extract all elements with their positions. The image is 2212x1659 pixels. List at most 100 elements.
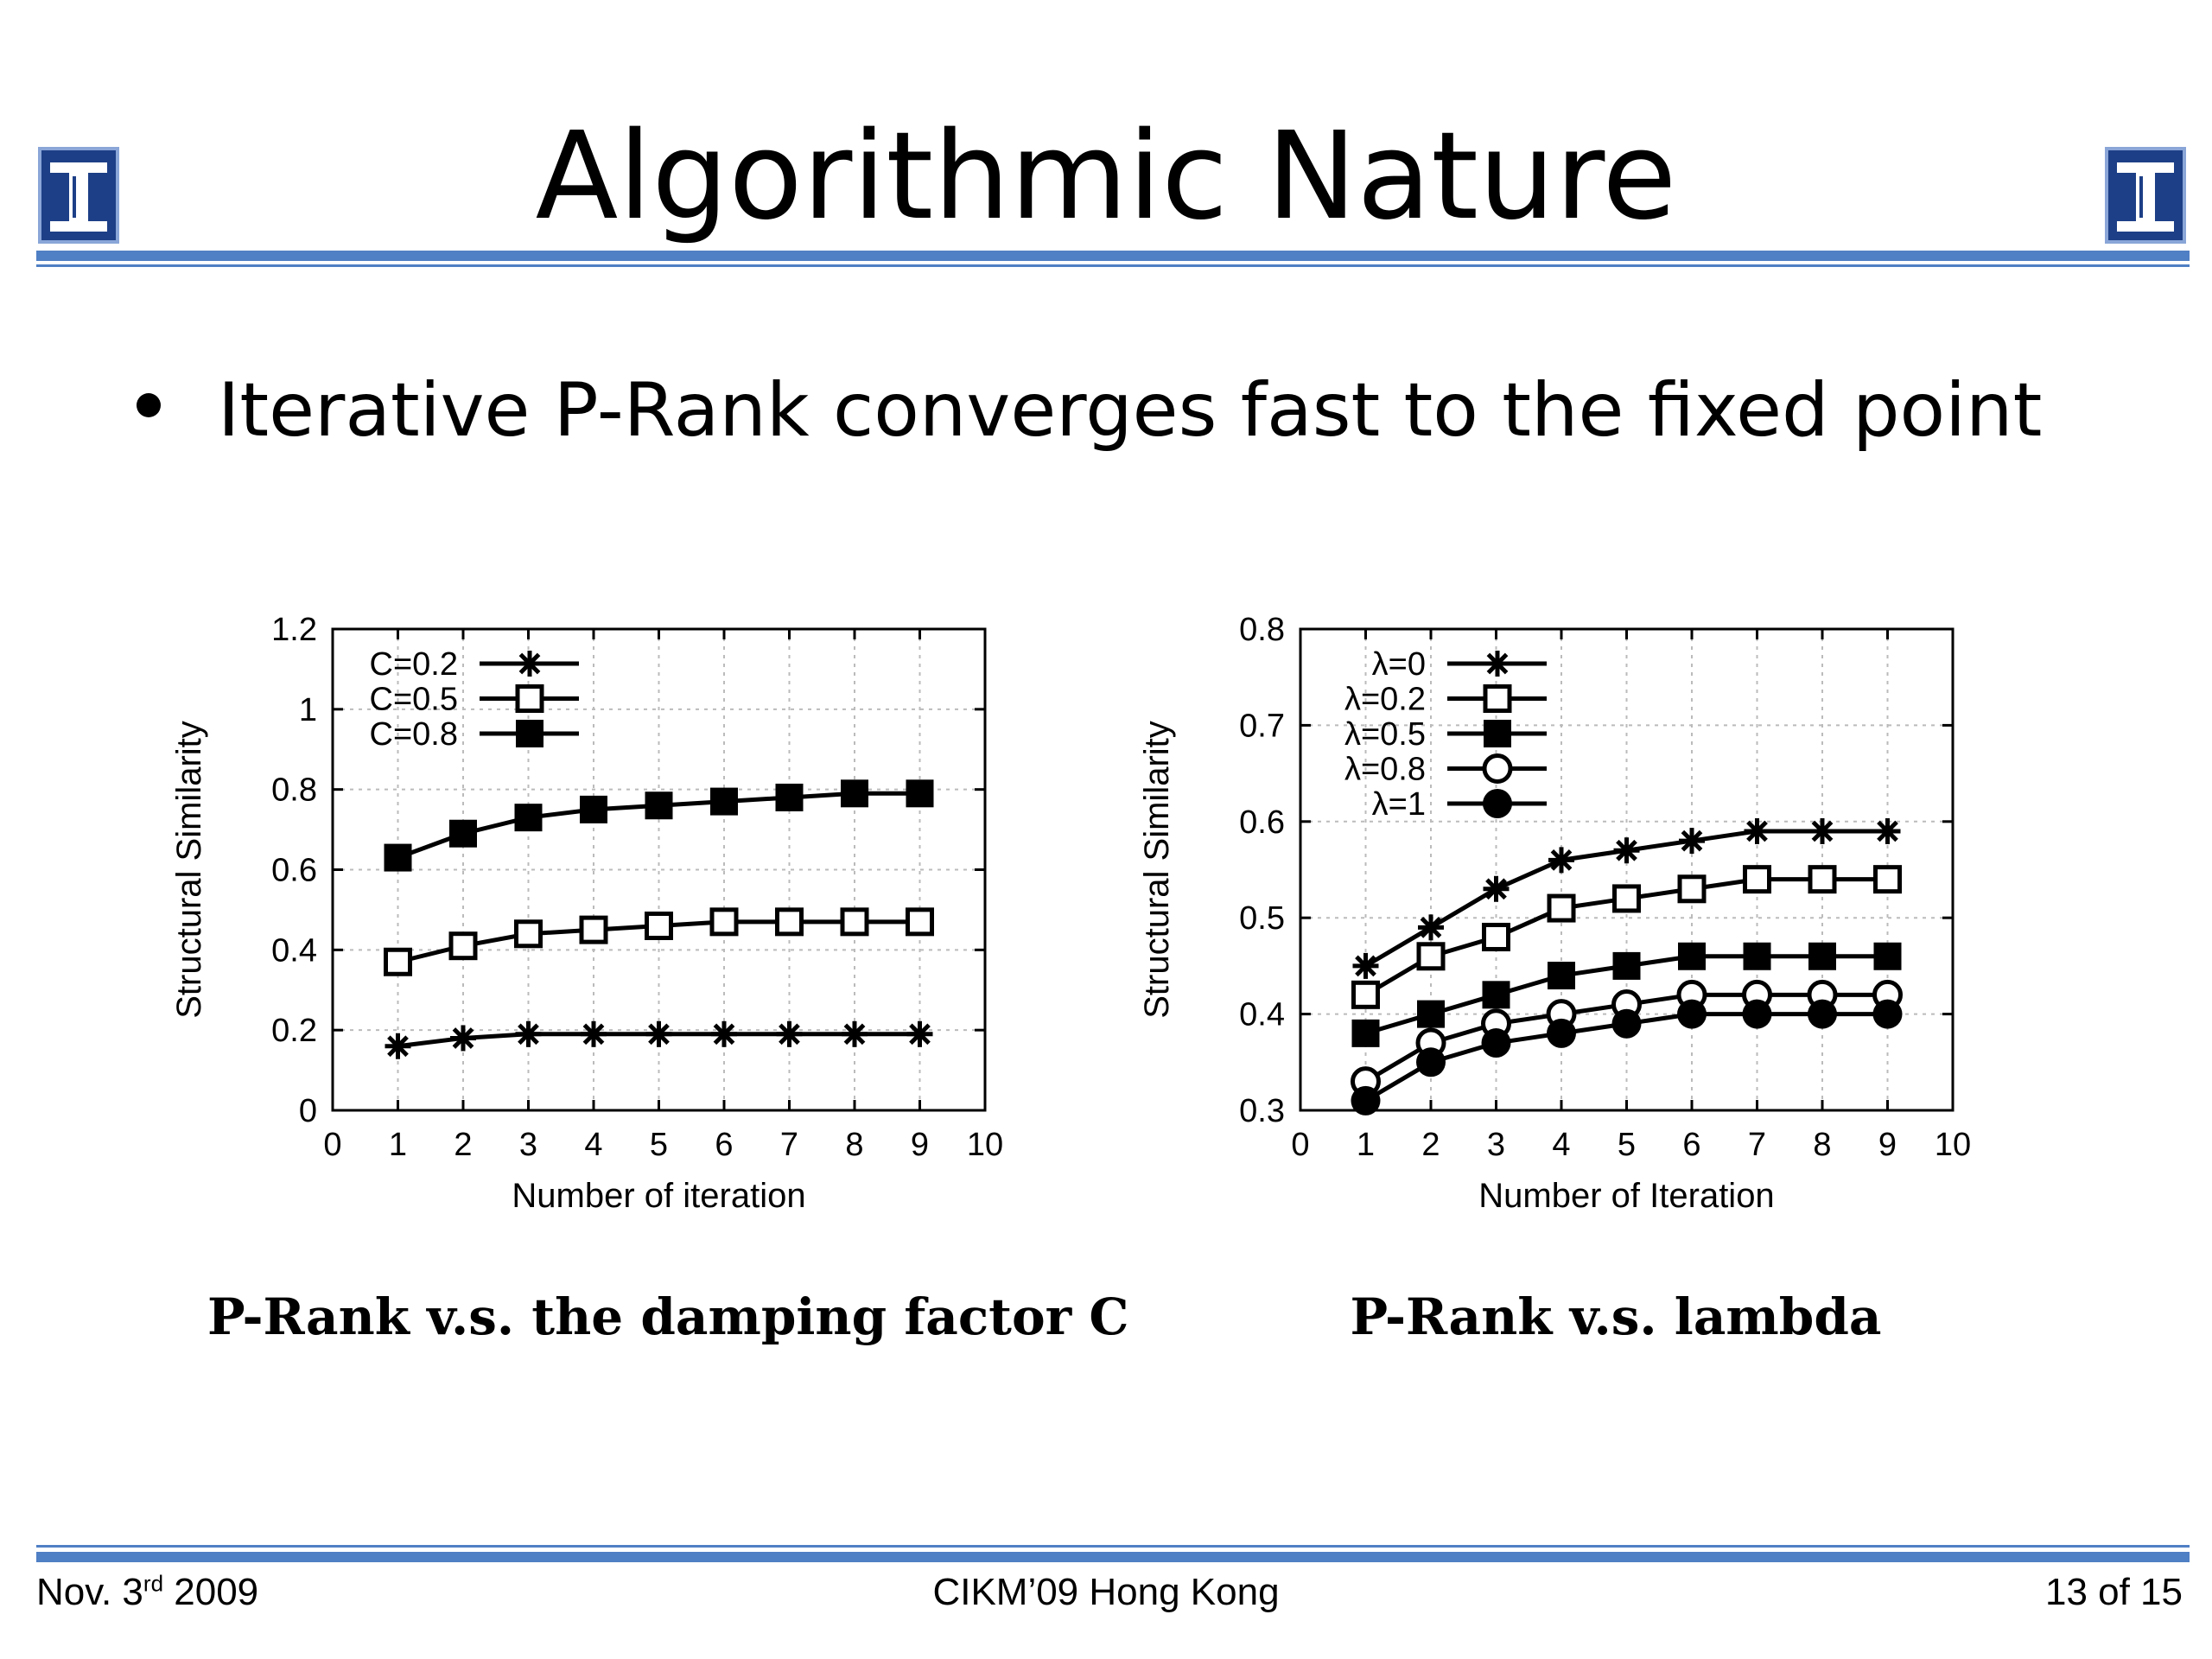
x-tick-label: 10 xyxy=(1935,1127,1971,1163)
data-point xyxy=(450,1025,476,1052)
data-point xyxy=(579,915,608,944)
data-point xyxy=(1418,914,1444,941)
y-tick-label: 1 xyxy=(299,692,317,728)
legend-label: λ=0.8 xyxy=(1344,752,1426,788)
y-tick-label: 0.3 xyxy=(1239,1093,1285,1129)
x-tick-label: 2 xyxy=(1421,1127,1440,1163)
data-point xyxy=(645,791,673,820)
slide-title: Algorithmic Nature xyxy=(535,106,1677,247)
data-point xyxy=(1613,837,1640,864)
legend-marker xyxy=(1484,720,1511,747)
x-tick-label: 7 xyxy=(1748,1127,1766,1163)
x-axis-label: Number of iteration xyxy=(512,1177,805,1215)
header-rule xyxy=(36,251,2190,261)
data-point xyxy=(1677,999,1707,1029)
legend-label: C=0.8 xyxy=(370,716,458,753)
data-point xyxy=(1547,1018,1576,1048)
data-point xyxy=(514,804,543,832)
university-logo-left xyxy=(38,147,119,244)
data-point xyxy=(1808,942,1836,970)
x-tick-label: 1 xyxy=(389,1127,407,1163)
y-axis-label: Structural Similarity xyxy=(170,721,208,1019)
footer-venue: CIKM’09 Hong Kong xyxy=(932,1571,1280,1613)
legend-marker xyxy=(1484,651,1510,677)
data-point xyxy=(1809,817,1835,844)
x-tick-label: 4 xyxy=(1552,1127,1570,1163)
data-point xyxy=(1679,828,1705,855)
x-tick-label: 8 xyxy=(845,1127,863,1163)
data-point xyxy=(1612,884,1641,913)
data-point xyxy=(645,1020,672,1047)
data-point xyxy=(1874,817,1901,844)
footer-date-prefix: Nov. 3 xyxy=(36,1571,143,1613)
footer-date-suffix: 2009 xyxy=(163,1571,259,1613)
legend-marker xyxy=(1482,753,1513,784)
data-point xyxy=(1873,865,1902,894)
y-tick-label: 0 xyxy=(299,1093,317,1129)
chart-caption-damping: P-Rank v.s. the damping factor C xyxy=(207,1287,1129,1346)
chart-damping-factor: 0 1 2 3 4 5 6 7 8 9 10 0 0.2 0.4 0.6 0.8 1 1.2 Number of i… xyxy=(170,612,1003,1215)
footer-rule-thin xyxy=(36,1545,2190,1548)
university-logo-right xyxy=(2105,147,2186,244)
data-point xyxy=(1548,962,1575,990)
chart-caption-lambda: P-Rank v.s. lambda xyxy=(1350,1287,1882,1346)
data-point xyxy=(1548,847,1574,874)
data-point xyxy=(1611,1008,1642,1039)
data-point xyxy=(384,843,412,872)
legend: C=0.2C=0.5C=0.8 xyxy=(370,646,579,753)
data-point xyxy=(906,779,934,808)
data-point xyxy=(581,1020,607,1047)
data-point xyxy=(1872,999,1903,1029)
x-tick-label: 5 xyxy=(1618,1127,1636,1163)
x-tick-label: 8 xyxy=(1813,1127,1831,1163)
y-tick-label: 0.4 xyxy=(271,932,317,969)
data-point xyxy=(841,779,868,808)
series-filled-circle xyxy=(1351,999,1903,1116)
bullet-dot xyxy=(137,393,161,417)
series-star xyxy=(1352,817,1901,979)
legend-label: C=0.2 xyxy=(370,646,458,683)
bullet-text: Iterative P-Rank converges fast to the f… xyxy=(218,367,2043,454)
data-point xyxy=(1744,817,1770,844)
legend-marker xyxy=(1483,789,1512,818)
y-tick-label: 0.6 xyxy=(1239,804,1285,841)
series-filled-square xyxy=(384,779,934,872)
y-tick-label: 0.4 xyxy=(1239,997,1285,1033)
x-tick-label: 5 xyxy=(650,1127,668,1163)
x-tick-label: 0 xyxy=(323,1127,341,1163)
data-point xyxy=(1808,999,1837,1029)
legend-marker xyxy=(515,684,544,713)
data-point xyxy=(1677,874,1707,904)
legend-label: λ=0.5 xyxy=(1344,716,1426,753)
data-point xyxy=(1417,1000,1445,1028)
data-point xyxy=(776,1020,803,1047)
legend-label: C=0.5 xyxy=(370,682,458,718)
data-point xyxy=(906,907,934,937)
data-point xyxy=(1416,1047,1446,1077)
legend-label: λ=1 xyxy=(1372,786,1426,823)
x-tick-label: 9 xyxy=(1878,1127,1897,1163)
y-tick-label: 1.2 xyxy=(271,612,317,648)
x-tick-label: 3 xyxy=(519,1127,537,1163)
legend-marker xyxy=(516,720,543,747)
data-point xyxy=(1743,865,1771,894)
data-point xyxy=(1352,952,1379,979)
y-tick-label: 0.8 xyxy=(1239,612,1285,648)
x-tick-label: 9 xyxy=(911,1127,929,1163)
series-filled-square xyxy=(1351,942,1902,1047)
data-point xyxy=(710,787,738,816)
data-point xyxy=(448,931,478,961)
data-point xyxy=(906,1020,933,1047)
series-star xyxy=(385,1020,933,1059)
series-open-square xyxy=(384,907,934,976)
x-tick-label: 6 xyxy=(1682,1127,1700,1163)
data-point xyxy=(842,1020,868,1047)
y-axis-label: Structural Similarity xyxy=(1138,721,1176,1019)
legend: λ=0λ=0.2λ=0.5λ=0.8λ=1 xyxy=(1344,646,1547,823)
data-point xyxy=(580,795,607,823)
data-point xyxy=(1743,942,1771,970)
data-point xyxy=(384,947,412,976)
data-point xyxy=(775,907,804,937)
data-point xyxy=(1481,1028,1511,1058)
data-point xyxy=(1416,942,1446,971)
